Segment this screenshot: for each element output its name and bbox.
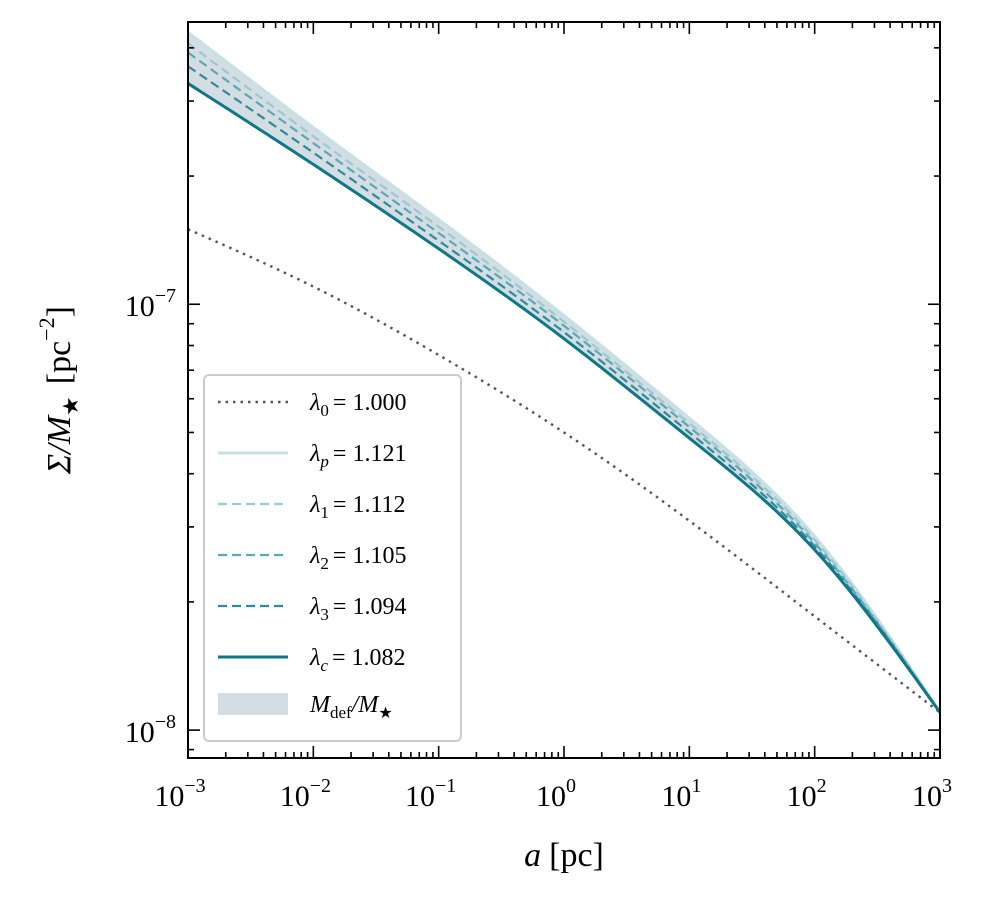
y-tick-label: 10−8 xyxy=(125,711,176,749)
legend-label-lambda-2: λ2 = 1.105 xyxy=(309,543,406,573)
x-axis-label: a [pc] xyxy=(524,837,604,874)
x-tick-label: 10−3 xyxy=(154,775,205,813)
legend-label-band: Mdef/M★ xyxy=(309,692,393,722)
series-line-lambda-2 xyxy=(188,51,940,714)
legend: λ0 = 1.000 λp = 1.121 λ1 = 1.112 λ2 = 1.105 λ3 = … xyxy=(203,374,462,742)
band-mdef-mstar xyxy=(188,32,940,713)
series-line-lambda-p xyxy=(188,31,940,714)
series-line-lambda-0 xyxy=(188,228,940,714)
legend-swatch-band xyxy=(218,693,288,715)
x-tick-labels: 10−3 10−2 10−1 100 101 102 103 xyxy=(154,775,952,813)
y-axis-label: Σ/M★[pc−2] xyxy=(34,306,83,475)
legend-label-lambda-1: λ1 = 1.112 xyxy=(309,492,406,522)
legend-frame xyxy=(203,374,462,742)
x-tick-label: 10−2 xyxy=(280,775,331,813)
legend-label-lambda-0: λ0 = 1.000 xyxy=(309,390,406,420)
plot-frame xyxy=(187,21,941,759)
band-layer xyxy=(188,32,940,713)
y-tick-labels: 10−8 10−7 xyxy=(125,285,176,749)
legend-label-lambda-p: λp = 1.121 xyxy=(309,441,406,471)
legend-items: λ0 = 1.000 λp = 1.121 λ1 = 1.112 λ2 = 1.105 λ3 = … xyxy=(218,390,406,675)
series-line-lambda-3 xyxy=(188,65,940,714)
x-tick-label: 101 xyxy=(661,775,701,813)
x-tick-label: 100 xyxy=(536,775,576,813)
y-tick-label: 10−7 xyxy=(125,285,176,323)
series-line-lambda-1 xyxy=(188,42,940,714)
lines-layer xyxy=(188,31,940,714)
x-tick-label: 103 xyxy=(912,775,952,813)
x-tick-label: 10−1 xyxy=(405,775,456,813)
legend-label-lambda-3: λ3 = 1.094 xyxy=(309,594,406,624)
legend-label-lambda-c: λc = 1.082 xyxy=(309,645,406,675)
series-line-lambda-c xyxy=(188,82,940,714)
x-tick-label: 102 xyxy=(787,775,827,813)
